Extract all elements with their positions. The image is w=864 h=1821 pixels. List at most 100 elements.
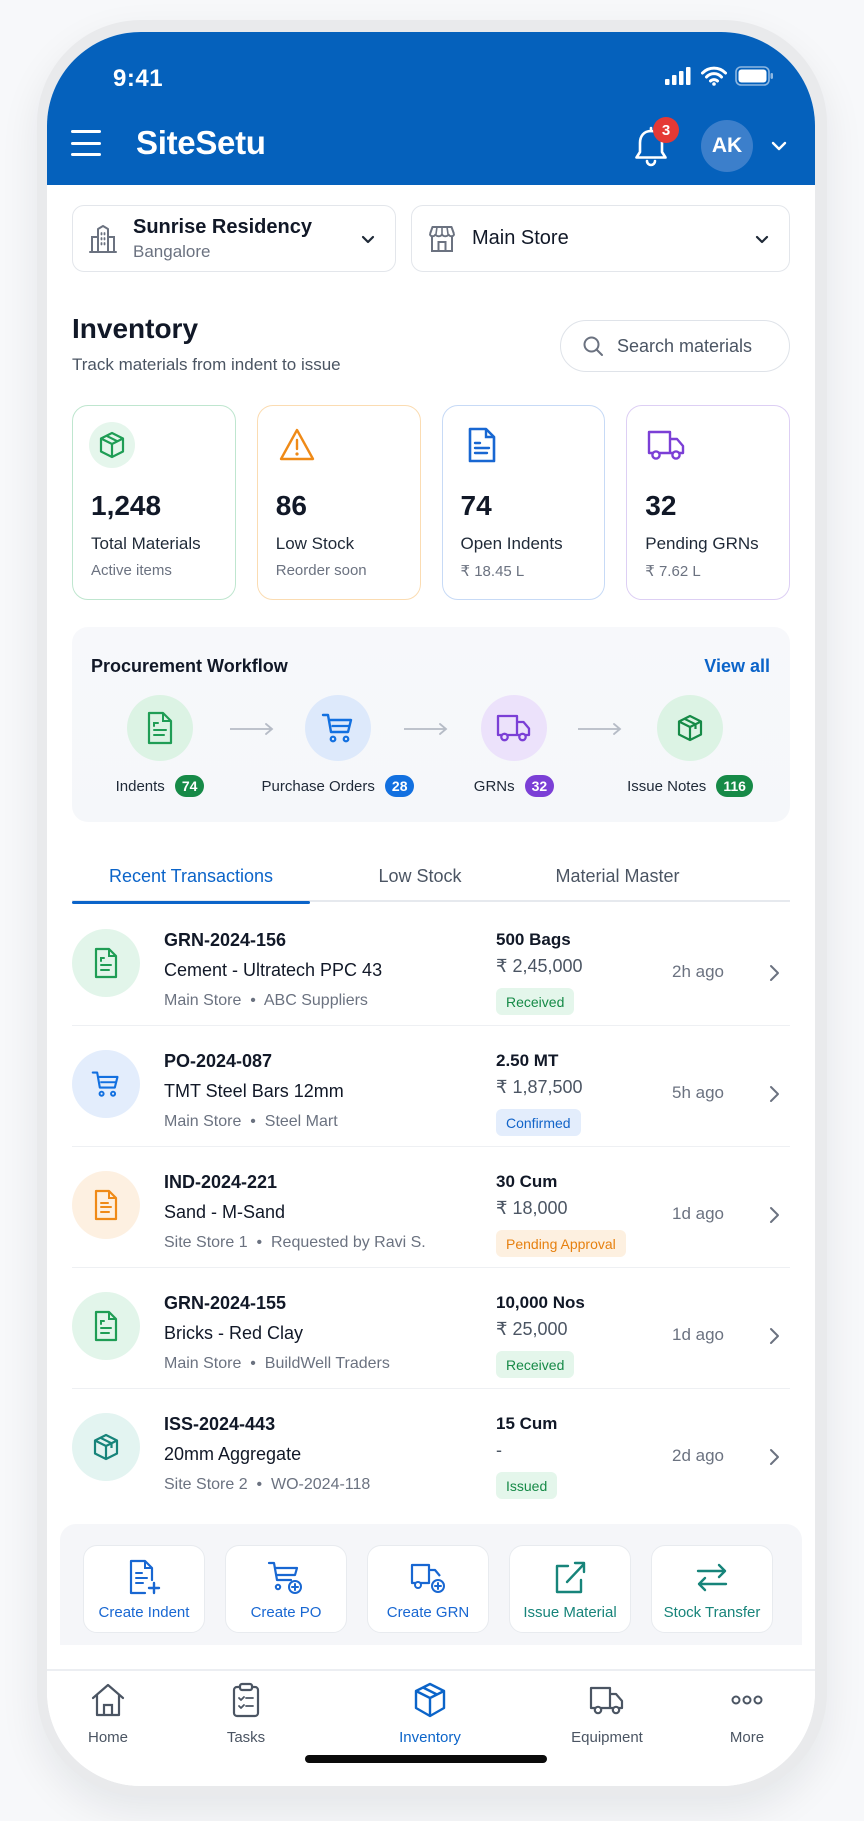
store-icon <box>429 225 455 252</box>
quick-action-label: Issue Material <box>523 1604 617 1621</box>
search-input[interactable]: Search materials <box>560 320 790 372</box>
status-badge: Received <box>496 988 575 1015</box>
stat-card-total-materials[interactable]: 1,248 Total Materials Active items <box>72 405 236 600</box>
nav-equipment[interactable]: Equipment <box>552 1681 662 1746</box>
quick-action-label: Create GRN <box>386 1604 470 1621</box>
transaction-id: PO-2024-087 <box>164 1051 273 1071</box>
tab-material-master[interactable]: Material Master <box>555 865 680 886</box>
transaction-amount: ₹ 25,000 <box>496 1319 568 1339</box>
bottom-navigation: Home Tasks Inventory Equipment More <box>47 1669 815 1786</box>
user-avatar[interactable]: AK <box>701 120 753 172</box>
stat-value: 32 <box>645 490 677 521</box>
stat-value: 1,248 <box>91 490 162 521</box>
transaction-qty: 2.50 MT <box>496 1051 559 1070</box>
tab-recent-transactions[interactable]: Recent Transactions <box>72 850 310 904</box>
transaction-row[interactable]: GRN-2024-156 Cement - Ultratech PPC 43 M… <box>72 905 790 1026</box>
transaction-material: TMT Steel Bars 12mm <box>164 1081 344 1101</box>
stat-card-open-indents[interactable]: 74 Open Indents ₹ 18.45 L <box>441 405 606 600</box>
document-plus-icon <box>129 1559 161 1595</box>
app-title: SiteSetu <box>136 124 266 161</box>
status-icons <box>665 66 775 86</box>
signal-icon <box>665 67 691 85</box>
create-po-button[interactable]: Create PO <box>225 1545 347 1633</box>
quick-action-label: Stock Transfer <box>663 1604 761 1621</box>
stat-card-pending-grns[interactable]: 32 Pending GRNs ₹ 7.62 L <box>626 405 790 600</box>
transaction-amount: ₹ 1,87,500 <box>496 1077 583 1097</box>
document-icon <box>72 1171 140 1239</box>
truck-icon <box>589 1686 624 1715</box>
status-badge: Confirmed <box>496 1109 581 1136</box>
stat-card-low-stock[interactable]: 86 Low Stock Reorder soon <box>256 405 421 600</box>
workflow-step-label: Purchase Orders <box>261 777 375 795</box>
transaction-row[interactable]: ISS-2024-443 20mm Aggregate Site Store 2… <box>72 1389 790 1510</box>
search-placeholder: Search materials <box>617 335 753 356</box>
box-icon <box>657 695 723 761</box>
nav-tasks[interactable]: Tasks <box>191 1681 301 1746</box>
document-icon <box>72 1292 140 1360</box>
transaction-row[interactable]: IND-2024-221 Sand - M-Sand Site Store 1 … <box>72 1147 790 1268</box>
transaction-meta: Main Store • BuildWell Traders <box>164 1355 390 1372</box>
transaction-meta: Main Store • ABC Suppliers <box>164 992 368 1009</box>
transaction-time: 2d ago <box>672 1446 724 1465</box>
transaction-meta: Main Store • Steel Mart <box>164 1113 338 1130</box>
status-badge: Received <box>496 1351 575 1378</box>
search-icon <box>583 336 603 356</box>
cart-icon <box>305 695 371 761</box>
arrow-right-icon <box>578 723 622 735</box>
create-grn-button[interactable]: Create GRN <box>367 1545 489 1633</box>
transaction-qty: 500 Bags <box>496 930 571 949</box>
workflow-count-badge: 28 <box>384 775 415 797</box>
nav-inventory[interactable]: Inventory <box>375 1681 485 1746</box>
create-indent-button[interactable]: Create Indent <box>83 1545 205 1633</box>
transaction-time: 2h ago <box>672 962 724 981</box>
chevron-right-icon <box>770 1086 779 1102</box>
workflow-step-purchase-orders[interactable]: Purchase Orders 28 <box>258 695 418 797</box>
transaction-amount: ₹ 18,000 <box>496 1198 568 1218</box>
issue-material-button[interactable]: Issue Material <box>509 1545 631 1633</box>
workflow-step-grns[interactable]: GRNs 32 <box>434 695 594 797</box>
stat-value: 74 <box>460 490 492 521</box>
tab-bar: Recent Transactions Low Stock Material M… <box>72 850 790 904</box>
app-screen: 9:41 SiteSetu 3 AK Sunrise Residency Ban… <box>47 32 815 1786</box>
transaction-time: 5h ago <box>672 1083 724 1102</box>
view-all-link[interactable]: View all <box>704 656 770 676</box>
notification-badge: 3 <box>653 117 679 143</box>
clipboard-icon <box>232 1682 260 1718</box>
nav-more[interactable]: More <box>692 1681 802 1746</box>
document-icon <box>459 422 505 468</box>
page-subtitle: Track materials from indent to issue <box>72 355 341 374</box>
chevron-right-icon <box>770 1207 779 1223</box>
box-icon <box>72 1413 140 1481</box>
workflow-step-issue-notes[interactable]: Issue Notes 116 <box>610 695 770 797</box>
box-icon <box>89 422 135 468</box>
transaction-row[interactable]: PO-2024-087 TMT Steel Bars 12mm Main Sto… <box>72 1026 790 1147</box>
external-link-icon <box>555 1561 586 1594</box>
stat-sub: Active items <box>91 562 172 579</box>
nav-home[interactable]: Home <box>53 1681 163 1746</box>
workflow-step-indents[interactable]: Indents 74 <box>80 695 240 797</box>
chevron-down-icon[interactable] <box>769 136 789 156</box>
chevron-down-icon <box>361 235 375 243</box>
store-selector[interactable]: Main Store <box>411 205 790 272</box>
workflow-title: Procurement Workflow <box>91 656 288 676</box>
app-header: 9:41 SiteSetu 3 AK <box>47 32 815 185</box>
chevron-right-icon <box>770 1449 779 1465</box>
workflow-step-label: Indents <box>115 777 165 795</box>
tab-low-stock[interactable]: Low Stock <box>378 865 462 886</box>
document-icon <box>72 929 140 997</box>
home-indicator[interactable] <box>305 1755 547 1763</box>
status-badge: Issued <box>496 1472 558 1499</box>
transaction-qty: 15 Cum <box>496 1414 558 1433</box>
project-selector[interactable]: Sunrise Residency Bangalore <box>72 205 396 272</box>
nav-label: Equipment <box>571 1729 643 1746</box>
battery-icon <box>735 66 773 86</box>
stat-sub: Reorder soon <box>275 562 367 579</box>
transaction-meta: Site Store 2 • WO-2024-118 <box>164 1476 371 1493</box>
home-icon <box>91 1683 125 1717</box>
transaction-row[interactable]: GRN-2024-155 Bricks - Red Clay Main Stor… <box>72 1268 790 1389</box>
transaction-material: 20mm Aggregate <box>164 1444 302 1464</box>
transaction-id: ISS-2024-443 <box>164 1414 276 1434</box>
stock-transfer-button[interactable]: Stock Transfer <box>651 1545 773 1633</box>
hamburger-menu-icon[interactable] <box>71 130 101 156</box>
transaction-meta: Site Store 1 • Requested by Ravi S. <box>164 1234 426 1251</box>
